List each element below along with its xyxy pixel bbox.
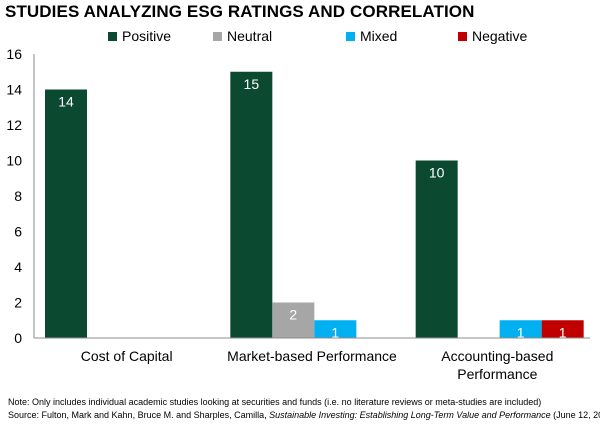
source-title: Sustainable Investing: Establishing Long… — [269, 410, 551, 420]
y-tick-label: 0 — [14, 330, 22, 346]
chart-title: STUDIES ANALYZING ESG RATINGS AND CORREL… — [5, 2, 475, 21]
y-tick-label: 6 — [14, 224, 22, 240]
legend-swatch-negative — [458, 31, 467, 41]
bar-value-label: 14 — [58, 94, 74, 110]
bar-value-label: 15 — [244, 76, 260, 92]
legend-swatch-mixed — [346, 31, 355, 41]
bar-value-label: 1 — [331, 324, 339, 340]
y-tick-label: 2 — [14, 295, 22, 311]
footnote-source: Source: Fulton, Mark and Kahn, Bruce M. … — [8, 410, 600, 420]
bar-positive-market-based-performance — [230, 71, 273, 338]
bar-value-label: 1 — [517, 324, 525, 340]
legend-swatch-neutral — [213, 31, 222, 41]
y-tick-label: 14 — [6, 82, 22, 98]
legend-label-mixed: Mixed — [360, 28, 398, 44]
legend-item-neutral: Neutral — [213, 28, 272, 44]
bar-mixed-market-based-performance — [314, 320, 357, 338]
source-suffix: (June 12, 2012). — [553, 410, 600, 420]
legend-item-mixed: Mixed — [346, 28, 397, 44]
y-tick-label: 10 — [6, 153, 22, 169]
legend-item-positive: Positive — [108, 28, 171, 44]
x-category-label: Accounting-based — [441, 348, 553, 364]
bar-positive-cost-of-capital — [45, 89, 87, 338]
x-category-label: Cost of Capital — [81, 348, 173, 364]
legend-label-negative: Negative — [472, 28, 528, 44]
bar-mixed-accounting-based-performance — [499, 320, 542, 338]
legend-item-negative: Negative — [458, 28, 527, 44]
y-tick-label: 12 — [6, 117, 22, 133]
y-tick-label: 8 — [14, 188, 22, 204]
x-category-label: Market-based Performance — [227, 348, 397, 364]
bar-negative-accounting-based-performance — [541, 320, 584, 338]
bar-positive-accounting-based-performance — [415, 160, 458, 338]
y-tick-label: 16 — [6, 46, 22, 62]
source-prefix: Source: Fulton, Mark and Kahn, Bruce M. … — [8, 410, 270, 420]
y-tick-label: 4 — [14, 259, 22, 275]
chart-legend: Positive Neutral Mixed Negative — [108, 28, 568, 44]
footnote-note: Note: Only includes individual academic … — [8, 397, 542, 407]
legend-label-neutral: Neutral — [227, 28, 273, 44]
x-category-label: Performance — [457, 366, 537, 382]
legend-swatch-positive — [108, 31, 117, 41]
bar-value-label: 2 — [289, 307, 297, 323]
legend-label-positive: Positive — [122, 28, 172, 44]
bar-value-label: 1 — [559, 324, 567, 340]
bar-value-label: 10 — [429, 165, 445, 181]
bar-neutral-market-based-performance — [272, 302, 315, 338]
